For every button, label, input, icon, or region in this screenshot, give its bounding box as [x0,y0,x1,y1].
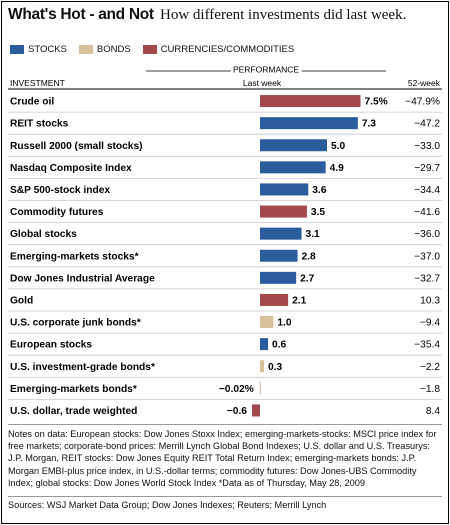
bar [251,404,260,417]
week52-value: −47.2 [414,119,440,130]
bar [260,205,307,218]
row-label: Emerging-markets bonds* [10,384,137,395]
investment-header: INVESTMENT [10,78,65,88]
value-label: −0.02% [219,384,254,395]
bar [260,316,274,329]
week52-value: −37.0 [414,251,440,262]
value-label: 2.7 [300,273,314,284]
bar [260,293,289,306]
row-label: S&P 500-stock index [10,185,110,196]
value-label: 1.0 [277,318,291,329]
value-label: 5.0 [331,141,345,152]
bar [260,227,302,240]
sources-separator [8,496,442,497]
legend-item-currencies-commodities: CURRENCIES/COMMODITIES [142,43,295,55]
row-label: Crude oil [10,97,54,108]
notes-separator [8,424,442,425]
week52-value: −36.0 [414,229,440,240]
week52-value: −9.4 [420,318,440,329]
week52-header: 52-week [408,78,441,88]
value-label: 7.5% [365,97,388,108]
legend-swatch-stocks [10,44,24,54]
legend-label-stocks: STOCKS [28,43,67,55]
row-label: Emerging-markets stocks* [10,251,139,262]
row-label: Commodity futures [10,207,104,218]
value-label: −0.6 [227,406,247,417]
value-label: 7.3 [362,119,376,130]
row-label: Gold [10,295,33,306]
legend-item-bonds: BONDS [78,43,131,55]
week52-value: −47.9% [405,97,440,108]
value-label: 3.6 [312,185,326,196]
week52-value: −32.7 [414,273,440,284]
value-label: 0.6 [272,340,286,351]
value-label: 0.3 [268,362,282,373]
week52-value: −29.7 [414,163,440,174]
bar [259,382,261,395]
week52-value: −34.4 [414,185,440,196]
legend-item-stocks: STOCKS [10,44,67,55]
bar [260,161,326,174]
week52-value: 10.3 [420,295,440,306]
value-label: 2.8 [302,251,316,262]
row-label: Global stocks [10,229,77,240]
performance-header: PERFORMANCE [233,65,299,75]
chart-title: What's Hot - and Not [8,6,154,23]
sources: Sources: WSJ Market Data Group; Dow Jone… [8,500,327,510]
legend: STOCKS BONDS CURRENCIES/COMMODITIES [10,42,306,56]
row-label: Russell 2000 (small stocks) [10,141,143,152]
notes: Notes on data: European stocks: Dow Jone… [8,429,437,488]
chart-subtitle: How different investments did last week. [160,7,407,23]
bar [260,271,297,284]
bar [260,249,298,262]
row-label: U.S. dollar, trade weighted [10,406,137,417]
bar-chart: PERFORMANCE INVESTMENT Last week 52-week… [8,64,442,417]
week52-value: −33.0 [414,141,440,152]
week52-value: −41.6 [414,207,440,218]
bar [260,183,309,196]
value-label: 3.1 [306,229,320,240]
bar [260,139,327,152]
legend-swatch-bonds [78,44,93,54]
week52-value: −2.2 [420,362,440,373]
value-label: 2.1 [292,295,306,306]
value-label: 4.9 [330,163,344,174]
legend-label-currencies-commodities: CURRENCIES/COMMODITIES [160,43,295,55]
row-label: REIT stocks [10,119,69,130]
value-label: 3.5 [311,207,325,218]
legend-label-bonds: BONDS [96,43,131,55]
last-week-header: Last week [243,78,282,88]
row-label: Nasdaq Composite Index [10,163,132,174]
row-label: European stocks [10,340,92,351]
bar [260,360,265,373]
row-label: U.S. corporate junk bonds* [10,318,141,329]
bar [260,117,358,130]
bar [260,95,361,108]
row-label: U.S. investment-grade bonds* [10,362,155,373]
legend-swatch-currencies-commodities [142,44,157,54]
week52-value: 8.4 [426,406,440,417]
row-label: Dow Jones Industrial Average [10,273,155,284]
bar [260,338,269,351]
week52-value: −1.8 [420,384,440,395]
week52-value: −35.4 [414,340,440,351]
